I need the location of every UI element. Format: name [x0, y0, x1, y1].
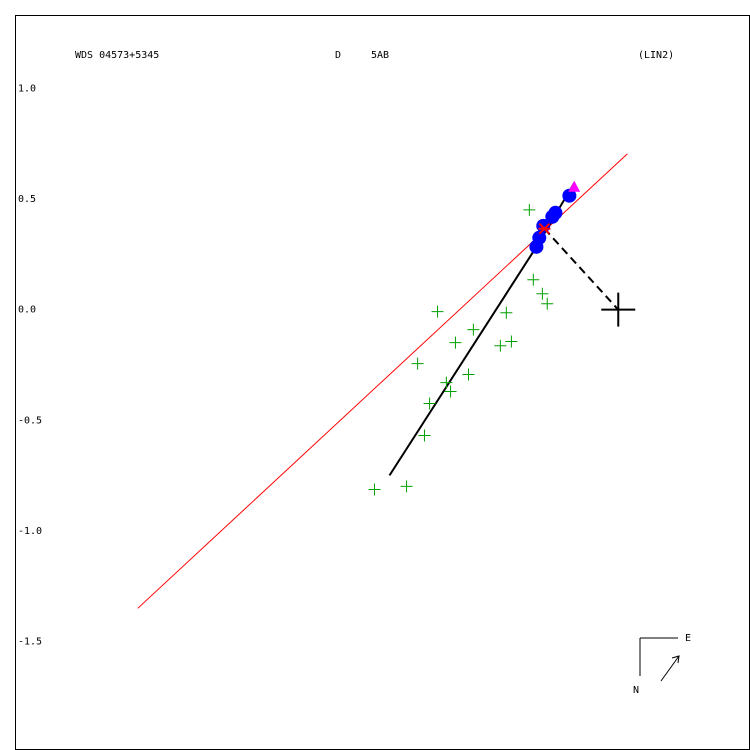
- measurement-point: [536, 287, 549, 300]
- measurement-point: [368, 483, 381, 496]
- measurement-point: [467, 323, 480, 336]
- annotation: D: [335, 50, 341, 61]
- measurement-point: [494, 339, 507, 352]
- measurement-point: [423, 397, 436, 410]
- primary-star: [601, 292, 636, 327]
- chart-title: WDS 04573+5345: [75, 50, 159, 61]
- measurement-point: [505, 335, 518, 348]
- measurement-point: [523, 203, 536, 216]
- measurement-point: [527, 273, 540, 286]
- measurement-point: [400, 480, 413, 493]
- measurement-point: [440, 376, 453, 389]
- compass-arrowhead: [671, 655, 680, 664]
- measurement-point: [444, 385, 457, 398]
- measurement-point: [500, 306, 513, 319]
- y-tick-label: 1.0: [18, 83, 36, 94]
- compass-label: E: [685, 633, 691, 644]
- measurement-point: [418, 429, 431, 442]
- plot-frame: [15, 15, 750, 750]
- measurement-point: [462, 368, 475, 381]
- compass-arrow: [660, 655, 680, 682]
- y-tick-label: 0.5: [18, 194, 36, 205]
- ephemeris-point: [532, 230, 547, 245]
- ephemeris-point: [548, 205, 563, 220]
- measurement-point: [411, 357, 424, 370]
- measurement-point: [449, 336, 462, 349]
- dashed-line: [543, 228, 619, 311]
- last-point: [568, 180, 581, 192]
- y-tick-label: -1.5: [18, 636, 42, 647]
- ephemeris-point: [562, 188, 577, 203]
- current-position: [538, 222, 551, 235]
- compass-label: N: [633, 685, 639, 696]
- annotation: (LIN2): [638, 50, 674, 61]
- y-tick-label: -1.0: [18, 526, 42, 537]
- y-tick-label: -0.5: [18, 415, 42, 426]
- y-tick-label: 0.0: [18, 305, 36, 316]
- measurement-point: [541, 297, 554, 310]
- compass: [639, 637, 680, 682]
- annotation: 5AB: [371, 50, 389, 61]
- measurement-point: [431, 305, 444, 318]
